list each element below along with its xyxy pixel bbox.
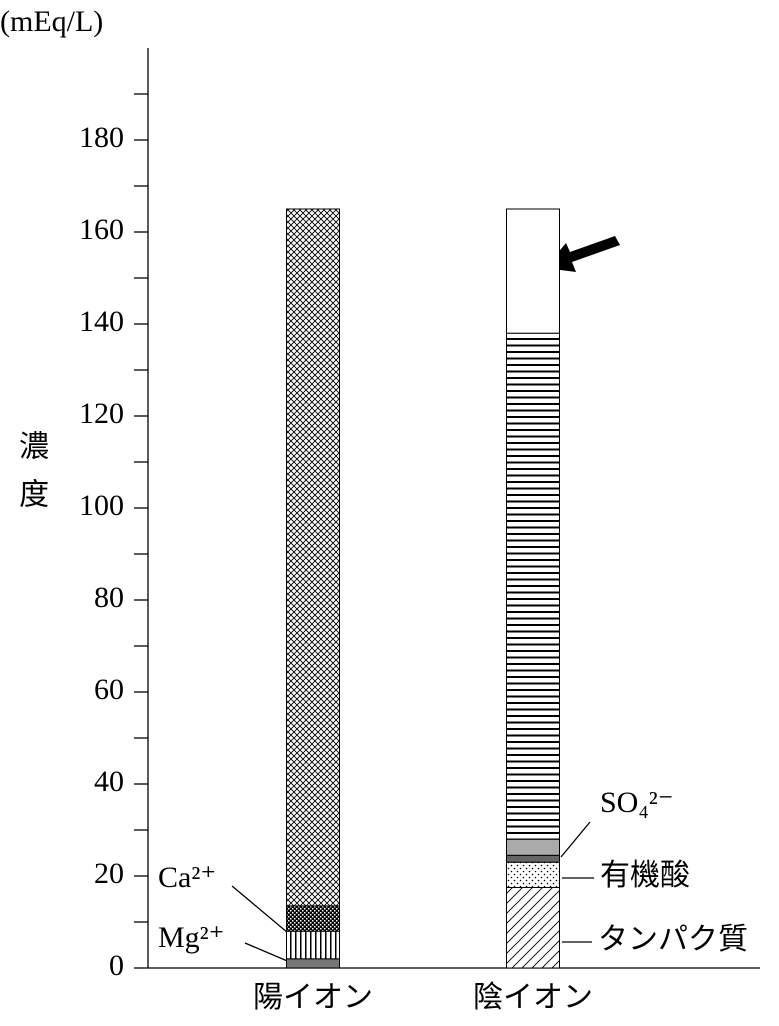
- y-tick-label: 40: [94, 765, 124, 798]
- bar-segment: [506, 887, 560, 969]
- x-tick-label: 陽イオン: [253, 981, 373, 1014]
- arrow: [545, 236, 620, 272]
- bar-segment: [286, 958, 340, 969]
- y-tick-label: 60: [94, 673, 124, 706]
- leader-line: [560, 821, 591, 858]
- y-tick-label: 80: [94, 581, 124, 614]
- bar-segment: [286, 905, 340, 932]
- x-tick-label: 陰イオン: [473, 981, 593, 1014]
- bar-segment: [286, 930, 340, 960]
- segment-label: 有機酸: [600, 859, 690, 892]
- y-tick-label: 0: [109, 949, 124, 982]
- segment-label: タンパク質: [598, 923, 748, 956]
- segment-label: SO₄²⁻: [600, 786, 674, 819]
- y-tick-label: 100: [79, 489, 124, 522]
- bar-segment: [506, 854, 560, 863]
- bar-segment: [506, 861, 560, 889]
- bar-segment: [286, 208, 340, 907]
- y-tick-label: 160: [79, 213, 124, 246]
- bar-segment: [506, 208, 560, 334]
- y-tick-label: 120: [79, 397, 124, 430]
- y-unit: (mEq/L): [0, 5, 103, 38]
- y-tick-label: 20: [94, 857, 124, 890]
- bar-segment: [506, 838, 560, 856]
- y-label: 濃度: [14, 430, 48, 526]
- segment-label: Mg²⁺: [158, 921, 225, 954]
- bar-segment: [506, 332, 560, 840]
- y-tick-label: 140: [79, 305, 124, 338]
- segment-label: Ca²⁺: [158, 861, 216, 894]
- y-tick-label: 180: [79, 121, 124, 154]
- leader-line: [244, 942, 293, 964]
